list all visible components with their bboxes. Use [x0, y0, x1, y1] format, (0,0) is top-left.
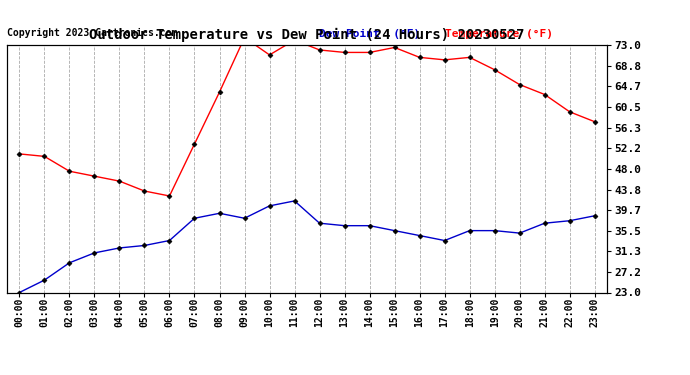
Text: Dew Point  (°F): Dew Point (°F) [319, 29, 420, 39]
Text: Copyright 2023 Cartronics.com: Copyright 2023 Cartronics.com [7, 28, 177, 38]
Title: Outdoor Temperature vs Dew Point (24 Hours) 20230527: Outdoor Temperature vs Dew Point (24 Hou… [89, 28, 525, 42]
Text: Temperature (°F): Temperature (°F) [445, 29, 553, 39]
